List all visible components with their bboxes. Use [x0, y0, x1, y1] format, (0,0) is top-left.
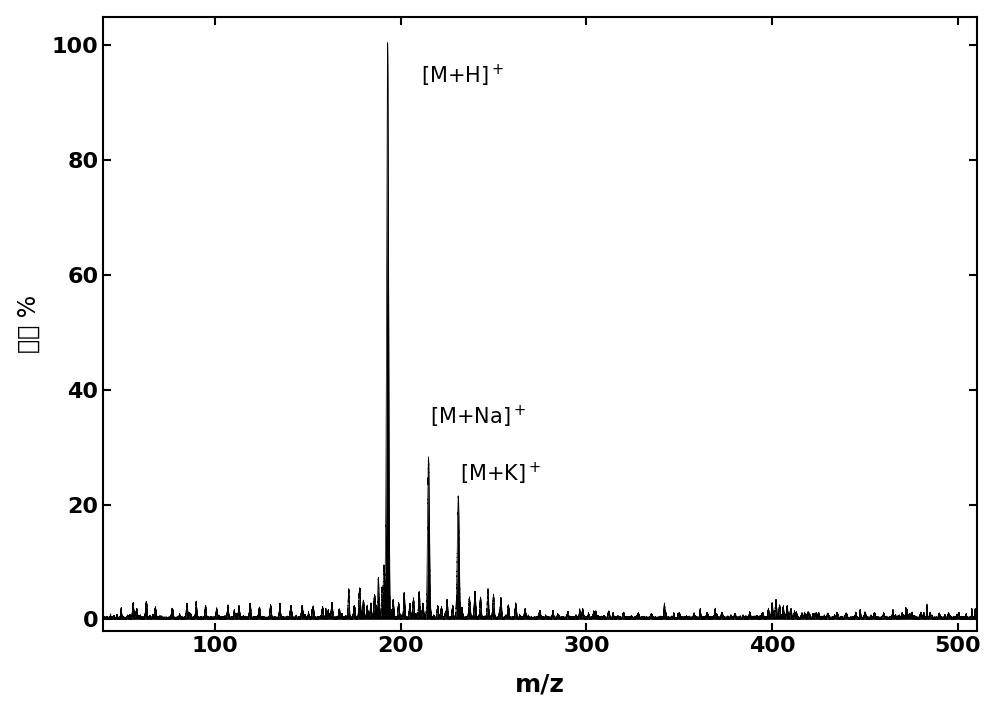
Text: [M+Na]$\mathregular{^+}$: [M+Na]$\mathregular{^+}$ [430, 404, 526, 430]
Text: [M+K]$\mathregular{^+}$: [M+K]$\mathregular{^+}$ [460, 461, 541, 487]
Text: [M+H]$\mathregular{^+}$: [M+H]$\mathregular{^+}$ [421, 63, 504, 89]
Y-axis label: 强度 %: 强度 % [17, 294, 41, 353]
X-axis label: m/z: m/z [515, 672, 565, 697]
